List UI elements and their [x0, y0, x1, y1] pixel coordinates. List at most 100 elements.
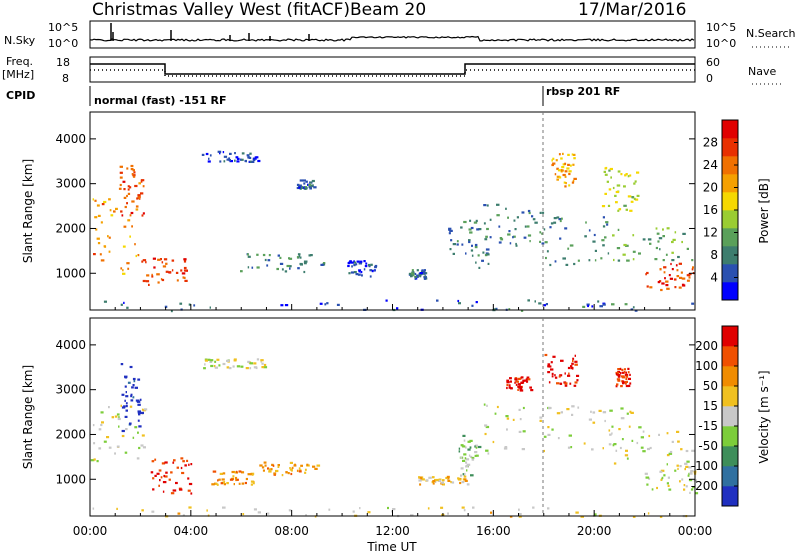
power-echo-cell	[556, 175, 561, 178]
velocity-echo-cell	[137, 378, 141, 381]
velocity-echo-cell	[457, 478, 462, 481]
power-echo-cell	[553, 217, 557, 220]
velocity-echo-cell	[659, 470, 663, 473]
velocity-echo-cell	[471, 458, 475, 461]
power-echo-cell	[646, 285, 649, 288]
power-echo-cell	[617, 228, 620, 231]
velocity-echo-cell	[592, 411, 596, 414]
power-echo-cell	[416, 274, 420, 277]
velocity-echo-cell	[138, 413, 141, 416]
power-echo-cell	[688, 276, 691, 279]
velocity-echo-cell	[130, 399, 134, 402]
velocity-echo-cell	[609, 433, 612, 436]
velocity-cbar-tick-label: -100	[691, 459, 718, 473]
power-echo-cell	[573, 153, 576, 156]
velocity-echo-cell	[163, 474, 166, 478]
power-echo-cell	[353, 271, 357, 274]
velocity-echo-cell	[462, 459, 466, 462]
velocity-echo-cell	[624, 373, 629, 376]
power-echo-cell	[303, 270, 306, 274]
velocity-echo-cell	[520, 376, 524, 379]
power-echo-cell	[297, 267, 300, 270]
velocity-echo-cell	[569, 382, 572, 385]
power-echo-cell	[289, 267, 291, 270]
power-echo-cell	[568, 172, 571, 176]
power-cbar-tick-label: 20	[703, 181, 718, 195]
power-echo-cell	[670, 262, 672, 266]
velocity-echo-cell	[435, 478, 439, 482]
power-echo-cell	[298, 186, 301, 189]
power-echo-cell	[97, 214, 101, 217]
velocity-echo-cell	[232, 475, 235, 478]
velocity-echo-cell	[101, 421, 104, 424]
velocity-echo-cell	[462, 445, 466, 448]
power-echo-cell	[673, 278, 677, 281]
power-echo-cell	[448, 227, 452, 230]
velocity-echo-cell	[613, 462, 617, 465]
power-echo-cell	[666, 287, 670, 290]
power-echo-cell	[559, 219, 562, 223]
power-echo-cell	[371, 270, 374, 273]
velocity-echo-cell	[572, 357, 575, 360]
power-echo-cell	[602, 216, 605, 219]
power-echo-cell	[545, 256, 547, 260]
power-echo-cell	[424, 272, 426, 275]
velocity-echo-cell	[124, 451, 128, 454]
velocity-echo-cell	[236, 478, 239, 481]
power-echo-cell	[414, 272, 417, 276]
velocity-echo-cell	[519, 418, 522, 421]
power-echo-cell	[450, 239, 453, 242]
power-echo-cell	[135, 205, 139, 208]
power-echo-cell	[124, 205, 127, 209]
power-echo-cell	[604, 173, 608, 176]
velocity-echo-cell	[576, 379, 579, 382]
power-echo-cell	[234, 152, 236, 155]
velocity-echo-cell	[253, 362, 257, 365]
power-echo-cell	[127, 267, 130, 270]
velocity-echo-cell	[564, 382, 568, 385]
velocity-echo-cell	[281, 474, 284, 477]
velocity-echo-cell	[572, 359, 574, 363]
velocity-echo-cell	[222, 472, 226, 475]
velocity-echo-cell	[159, 479, 161, 482]
velocity-echo-cell	[287, 472, 290, 475]
velocity-echo-cell	[620, 385, 623, 388]
velocity-echo-cell	[127, 381, 131, 384]
power-echo-cell	[546, 250, 549, 253]
power-echo-cell	[96, 237, 100, 240]
power-ytick-label: 1000	[55, 266, 86, 280]
power-echo-cell	[129, 186, 132, 189]
date-label: 17/Mar/2016	[578, 0, 686, 20]
power-echo-cell	[100, 259, 105, 262]
power-echo-cell	[485, 248, 490, 251]
velocity-echo-cell	[522, 430, 526, 433]
velocity-echo-cell	[137, 403, 141, 406]
velocity-echo-cell	[468, 454, 471, 457]
power-echo-cell	[130, 168, 134, 171]
velocity-echo-cell	[567, 374, 571, 377]
velocity-echo-cell	[680, 448, 683, 451]
velocity-echo-cell	[624, 381, 627, 384]
velocity-ytick-label: 4000	[55, 338, 86, 352]
power-echo-cell	[567, 163, 570, 166]
velocity-echo-cell	[530, 389, 534, 392]
power-echo-cell	[500, 238, 504, 241]
power-echo-cell	[254, 157, 257, 160]
power-echo-cell	[607, 204, 611, 207]
velocity-echo-cell	[518, 430, 522, 433]
velocity-echo-cell	[543, 449, 545, 453]
velocity-echo-cell	[261, 362, 264, 365]
power-echo-cell	[308, 254, 312, 257]
power-echo-cell	[363, 260, 366, 263]
power-echo-cell	[277, 254, 280, 257]
velocity-echo-cell	[247, 360, 251, 363]
power-echo-cell	[280, 304, 284, 307]
velocity-echo-cell	[421, 478, 425, 481]
velocity-echo-cell	[238, 470, 242, 473]
velocity-echo-cell	[573, 384, 577, 387]
power-echo-cell	[567, 153, 570, 156]
power-echo-cell	[132, 174, 136, 177]
power-echo-cell	[623, 204, 627, 207]
velocity-echo-cell	[277, 465, 280, 468]
power-echo-cell	[183, 276, 186, 279]
